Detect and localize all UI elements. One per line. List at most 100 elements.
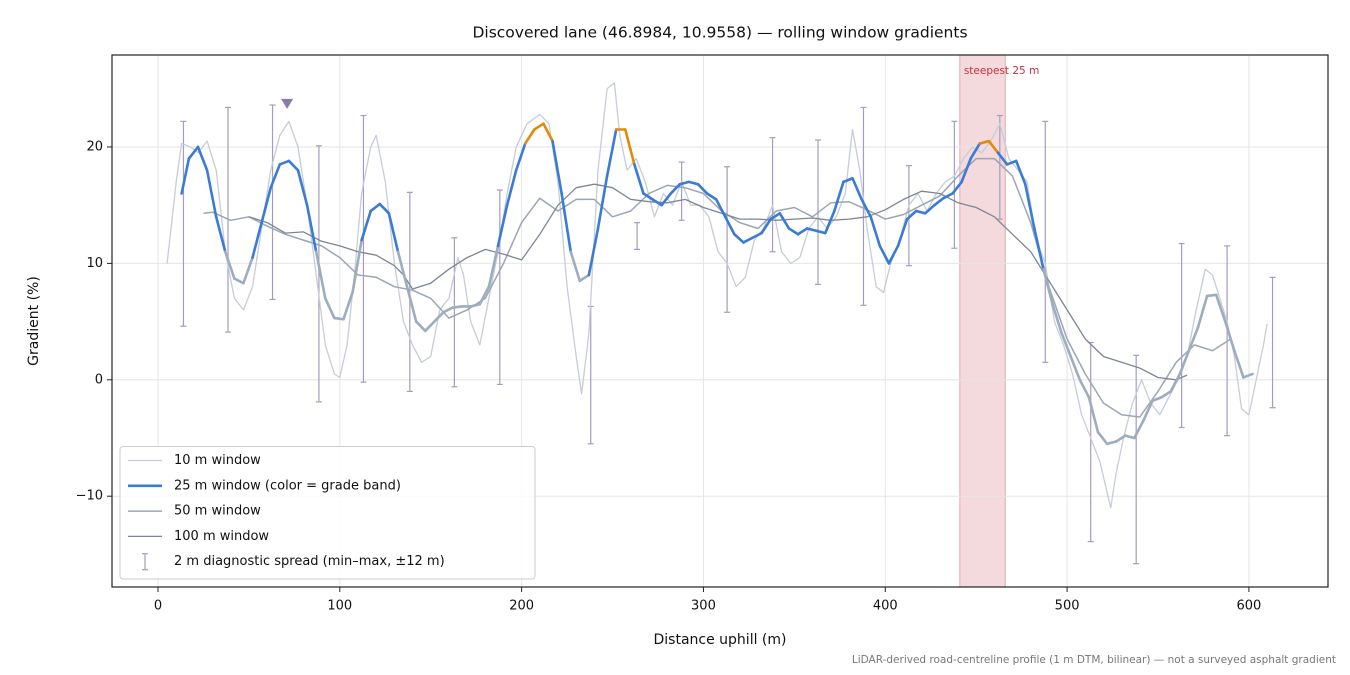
line-segment bbox=[351, 238, 363, 294]
line-segment bbox=[878, 244, 891, 265]
highlight-region bbox=[959, 54, 1006, 588]
line-segment bbox=[551, 139, 563, 195]
error-bar bbox=[1178, 242, 1185, 429]
line-segment bbox=[514, 142, 527, 172]
line-segment bbox=[714, 198, 727, 219]
error-bar bbox=[1133, 354, 1140, 565]
line-segment bbox=[214, 215, 227, 254]
line-segment bbox=[905, 209, 918, 221]
line-segment bbox=[633, 163, 645, 195]
line-segment bbox=[796, 227, 809, 236]
x-tick-label: 400 bbox=[873, 599, 898, 614]
line-segment bbox=[842, 177, 854, 184]
line-segment bbox=[269, 163, 282, 190]
peak-marker bbox=[281, 98, 294, 109]
line-segment bbox=[705, 192, 718, 201]
line-segment bbox=[769, 212, 782, 221]
line-segment bbox=[205, 168, 218, 219]
line-segment bbox=[1033, 227, 1045, 271]
line-segment bbox=[1123, 434, 1136, 440]
line-segment bbox=[505, 168, 518, 207]
line-segment bbox=[978, 139, 991, 145]
line-segment bbox=[1005, 159, 1018, 166]
x-tick-label: 100 bbox=[327, 599, 352, 614]
line-segment bbox=[1178, 349, 1191, 376]
line-segment bbox=[587, 227, 600, 277]
error-bar bbox=[360, 114, 367, 383]
line-segment bbox=[360, 209, 373, 242]
line-segment bbox=[442, 306, 454, 314]
line-segment bbox=[742, 236, 754, 244]
line-segment bbox=[1187, 326, 1200, 352]
chart-title: Discovered lane (46.8984, 10.9558) — rol… bbox=[472, 24, 967, 42]
line-segment bbox=[987, 139, 1000, 155]
line-segment bbox=[296, 168, 309, 207]
line-segment bbox=[751, 231, 763, 240]
line-segment bbox=[623, 128, 636, 166]
line-segment bbox=[233, 277, 245, 285]
y-tick-label: 20 bbox=[86, 139, 103, 154]
error-bar bbox=[1042, 120, 1049, 363]
error-bar bbox=[496, 189, 503, 386]
line-segment bbox=[1214, 293, 1227, 323]
y-tick-label: 0 bbox=[95, 372, 103, 387]
line-segment bbox=[760, 217, 773, 235]
error-bar bbox=[905, 164, 912, 267]
x-tick-label: 500 bbox=[1055, 599, 1080, 614]
line-segment bbox=[314, 250, 327, 300]
line-segment bbox=[478, 285, 491, 306]
line-segment bbox=[687, 180, 700, 186]
line-segment bbox=[1023, 182, 1036, 230]
line-segment bbox=[1142, 399, 1154, 422]
line-segment bbox=[523, 128, 536, 145]
line-segment bbox=[569, 250, 582, 283]
line-segment bbox=[887, 244, 900, 265]
x-tick-label: 0 bbox=[154, 599, 162, 614]
legend-label: 25 m window (color = grade band) bbox=[174, 478, 401, 493]
line-segment bbox=[778, 212, 791, 230]
line-segment bbox=[933, 196, 945, 207]
footnote: LiDAR-derived road-centreline profile (1… bbox=[852, 654, 1336, 666]
line-segment bbox=[969, 142, 982, 160]
line-segment bbox=[787, 227, 800, 236]
line-segment bbox=[578, 273, 591, 283]
highlight-label: steepest 25 m bbox=[964, 65, 1039, 77]
legend-label: 100 m window bbox=[174, 529, 269, 544]
line-segment bbox=[1205, 293, 1218, 298]
line-segment bbox=[596, 174, 609, 230]
line-segment bbox=[805, 227, 818, 233]
error-bar bbox=[860, 106, 867, 306]
line-segment bbox=[223, 250, 236, 280]
line-segment bbox=[1087, 395, 1100, 434]
line-segment bbox=[1151, 395, 1163, 403]
line-segment bbox=[1069, 355, 1082, 382]
error-bar bbox=[180, 120, 187, 327]
line-segment bbox=[660, 192, 673, 207]
line-segment bbox=[869, 215, 882, 248]
plot-area bbox=[166, 82, 1276, 565]
line-segment bbox=[1078, 378, 1091, 399]
line-segment bbox=[378, 202, 391, 215]
line-segment bbox=[533, 122, 545, 131]
y-axis-label: Gradient (%) bbox=[26, 276, 42, 366]
line-segment bbox=[823, 209, 836, 235]
line-segment bbox=[960, 157, 973, 184]
line-segment bbox=[180, 157, 191, 195]
line-segment bbox=[305, 203, 318, 254]
line-segment bbox=[469, 302, 482, 308]
line-segment bbox=[496, 203, 509, 248]
line-segment bbox=[1051, 302, 1063, 335]
error-bar bbox=[678, 161, 685, 221]
error-bar bbox=[1269, 276, 1276, 409]
line-segment bbox=[542, 122, 554, 143]
x-tick-label: 300 bbox=[691, 599, 716, 614]
line-segment bbox=[396, 250, 409, 288]
error-bar bbox=[769, 137, 776, 253]
legend: 10 m window 25 m window (color = grade ba… bbox=[119, 446, 536, 580]
line-segment bbox=[1042, 267, 1054, 306]
line-segment bbox=[814, 229, 827, 235]
line-segment bbox=[323, 296, 336, 320]
legend-label: 50 m window bbox=[174, 504, 261, 519]
line-segment bbox=[387, 212, 400, 254]
line-segment bbox=[951, 180, 963, 195]
